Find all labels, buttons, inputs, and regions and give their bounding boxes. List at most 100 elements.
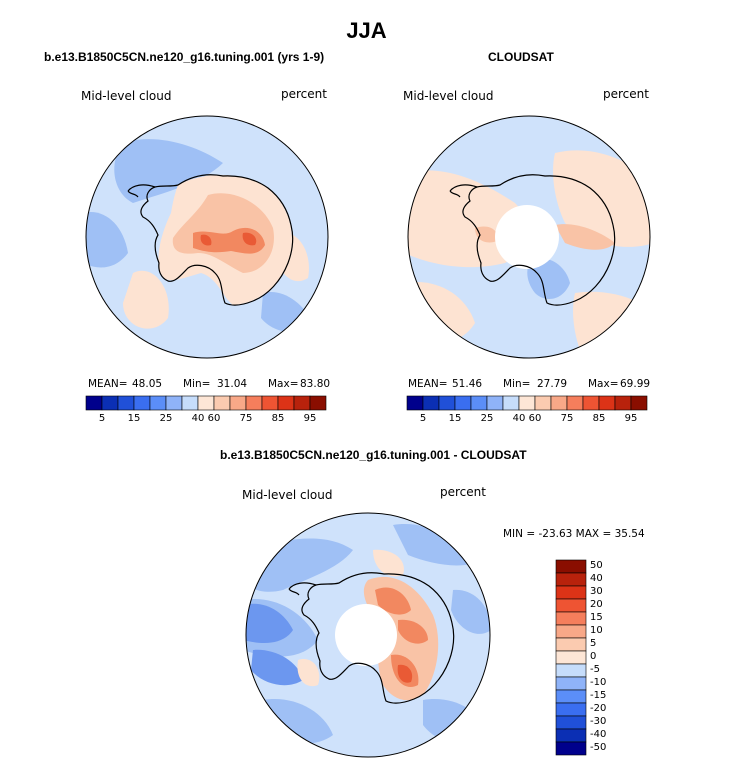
panel3-colorbar (555, 559, 587, 756)
panel2-max-value: 69.99 (620, 378, 651, 390)
panel3-colorbar-tick-label: 5 (590, 637, 597, 649)
panel2-colorbar-box (534, 395, 552, 411)
panel1-colorbar-box (261, 395, 279, 411)
panel2-variable-label: Mid-level cloud (403, 89, 494, 103)
panel1-units-label: percent (281, 87, 327, 101)
panel1-colorbar-box (165, 395, 183, 411)
panel2-min-label: Min= (503, 378, 531, 390)
panel3-colorbar-box (555, 741, 587, 756)
panel2-cloud-peach (475, 226, 498, 243)
panel3-colorbar-tick-label: -10 (590, 676, 607, 688)
panel1-colorbar-tick-label: 60 (207, 413, 221, 424)
panel3-minmax: MIN = -23.63 MAX = 35.54 (503, 528, 645, 540)
panel3-colorbar-box (555, 689, 587, 704)
panel1-colorbar-tick-label: 25 (159, 413, 173, 424)
panel2-units-label: percent (603, 87, 649, 101)
panel1-colorbar-box (277, 395, 295, 411)
panel2-colorbar-tick-label: 25 (480, 413, 494, 424)
panel3-colorbar-tick-label: -40 (590, 728, 607, 740)
panel1-stats: MEAN= 48.05 Min= 31.04 Max= 83.80 (88, 378, 338, 392)
panel2-mean-value: 51.46 (452, 378, 483, 390)
panel1-colorbar-box (85, 395, 103, 411)
panel1-variable-label: Mid-level cloud (81, 89, 172, 103)
panel1-colorbar-box (293, 395, 311, 411)
panel2-polar-map (407, 115, 651, 359)
panel2-colorbar-box (630, 395, 648, 411)
panel2-colorbar-tick-label: 40 (512, 413, 526, 424)
panel1-colorbar-box (133, 395, 151, 411)
panel3-anomaly-red (397, 664, 413, 683)
main-title: JJA (346, 18, 387, 43)
panel1-mean-label: MEAN= (88, 378, 128, 390)
panel1-max-label: Max= (268, 378, 299, 390)
panel1-colorbar-box (197, 395, 215, 411)
panel2-missing-data-hole (495, 205, 559, 269)
panel3-colorbar-tick-label: 0 (590, 650, 597, 662)
panel2-stats: MEAN= 51.46 Min= 27.79 Max= 69.99 (408, 378, 658, 392)
panel2-peach-patch (553, 150, 650, 247)
panel3-colorbar-box (555, 585, 587, 600)
panel2-colorbar-tick-label: 85 (592, 413, 606, 424)
panel2-colorbar-box (550, 395, 568, 411)
panel1-cloud-red (200, 232, 257, 246)
panel3-peach-patch (373, 549, 404, 577)
panel2-colorbar-box (454, 395, 472, 411)
panel2-colorbar (406, 395, 648, 411)
panel1-peach-patch (123, 270, 169, 329)
panel3-colorbar-tick-label: 50 (590, 559, 603, 571)
panel2-colorbar-box (406, 395, 424, 411)
panel3-colorbar-tick-label: -15 (590, 689, 607, 701)
panel3-peach-patch (297, 659, 320, 687)
panel3-colorbar-box (555, 676, 587, 691)
panel1-colorbar-box (117, 395, 135, 411)
panel2-colorbar-tick-label: 15 (448, 413, 462, 424)
panel2-colorbar-box (470, 395, 488, 411)
panel1-colorbar-box (309, 395, 327, 411)
panel3-units-label: percent (440, 485, 486, 499)
panel2-colorbar-box (486, 395, 504, 411)
panel2-colorbar-tick-label: 95 (624, 413, 638, 424)
panel1-cloud-peach-small (217, 203, 233, 218)
panel2-colorbar-box (422, 395, 440, 411)
panel3-colorbar-tick-label: 20 (590, 598, 603, 610)
panel2-colorbar-box (582, 395, 600, 411)
panel2-max-label: Max= (588, 378, 619, 390)
panel1-blue-patch (114, 139, 223, 203)
panel2-colorbar-box (502, 395, 520, 411)
panel2-coastline (462, 174, 616, 306)
panel1-colorbar-tick-label: 15 (127, 413, 141, 424)
panel3-map-border (245, 512, 491, 758)
panel1-colorbar-tick-label: 40 (191, 413, 205, 424)
panel1-colorbar-ticks: 5 15 25 40 60 75 85 95 (86, 413, 326, 427)
panel3-colorbar-tick-label: -30 (590, 715, 607, 727)
panel3-colorbar-tick-label: 15 (590, 611, 603, 623)
panel2-colorbar-box (614, 395, 632, 411)
panel3-colorbar-box (555, 624, 587, 639)
panel3-colorbar-tick-label: -50 (590, 741, 607, 753)
panel2-min-value: 27.79 (537, 378, 568, 390)
panel2-mean-label: MEAN= (408, 378, 448, 390)
panel3-colorbar-box (555, 559, 587, 574)
panel1-polar-map (85, 115, 329, 359)
panel3-colorbar-tick-label: 40 (590, 572, 603, 584)
panel1-blue-patch (86, 212, 128, 268)
panel3-colorbar-box (555, 650, 587, 665)
panel3-missing-data-hole (335, 604, 397, 666)
panel2-colorbar-ticks: 5 15 25 40 60 75 85 95 (407, 413, 647, 427)
panel1-peninsula (127, 184, 156, 198)
panel2-map-border (407, 115, 651, 359)
panel1-max-value: 83.80 (300, 378, 331, 390)
panel3-colorbar-box (555, 728, 587, 743)
panel3-colorbar-tick-label: -5 (590, 663, 600, 675)
panel1-colorbar-box (101, 395, 119, 411)
panel3-variable-label: Mid-level cloud (242, 488, 333, 502)
panel3-colorbar-box (555, 598, 587, 613)
panel2-colorbar-box (566, 395, 584, 411)
panel3-colorbar-box (555, 637, 587, 652)
panel2-peninsula (449, 184, 478, 198)
panel1-colorbar-tick-label: 85 (271, 413, 285, 424)
panel2-cloud-peach (555, 224, 615, 250)
panel1-map-border (85, 115, 329, 359)
panel1-min-label: Min= (183, 378, 211, 390)
panel1-colorbar-box (181, 395, 199, 411)
